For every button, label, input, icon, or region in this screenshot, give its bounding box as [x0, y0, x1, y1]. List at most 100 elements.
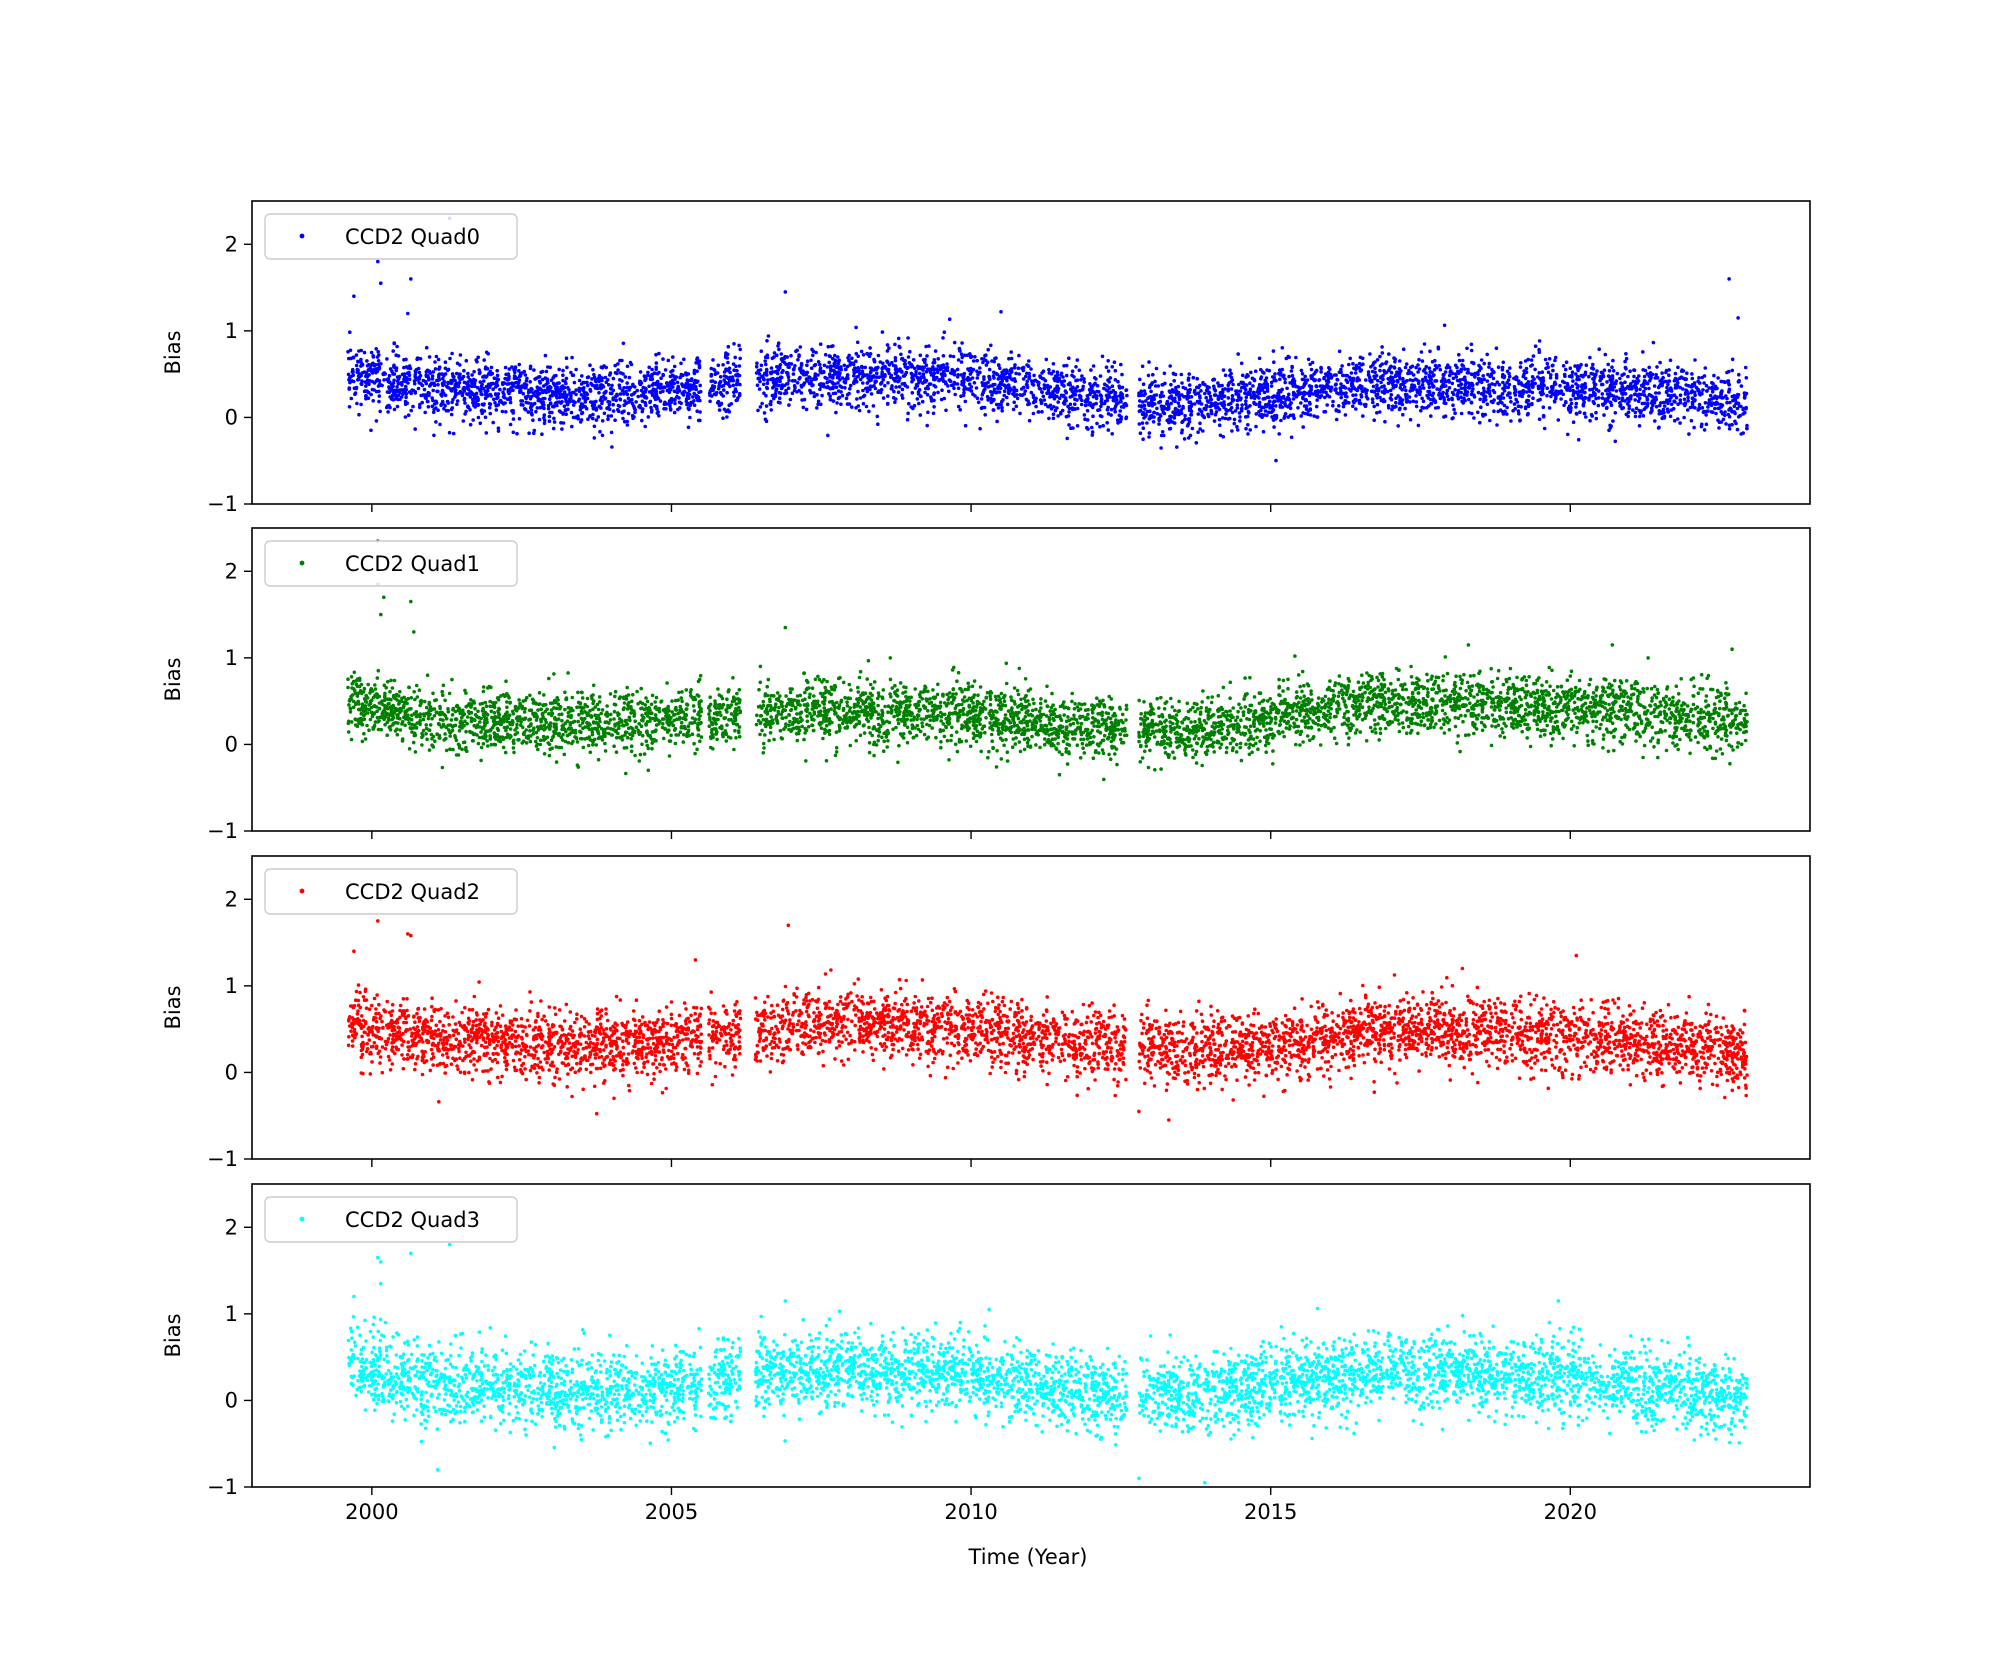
data-point: [978, 426, 982, 431]
data-point: [646, 373, 650, 378]
data-point: [1632, 374, 1636, 379]
data-point: [1257, 391, 1261, 395]
data-point: [1373, 376, 1377, 381]
data-point: [866, 352, 870, 357]
data-point: [621, 341, 626, 346]
data-point: [1587, 396, 1591, 400]
data-point: [1062, 364, 1066, 368]
data-point: [1141, 382, 1146, 387]
data-point: [1085, 408, 1090, 413]
data-point: [840, 376, 845, 380]
data-point: [1703, 366, 1708, 370]
data-point: [941, 336, 945, 340]
data-point: [716, 363, 721, 368]
data-point: [1354, 407, 1358, 411]
data-point: [1645, 372, 1650, 376]
data-point: [1729, 407, 1733, 412]
data-point: [1624, 352, 1628, 356]
data-point: [1702, 428, 1707, 432]
data-point: [1176, 384, 1181, 389]
data-point: [918, 353, 923, 358]
data-point: [591, 367, 595, 372]
data-point: [1073, 387, 1078, 391]
data-point: [890, 384, 894, 388]
data-point: [835, 401, 839, 405]
data-point: [597, 379, 601, 384]
data-point: [551, 381, 556, 386]
data-point: [498, 398, 503, 403]
data-point: [1414, 365, 1418, 370]
data-point: [631, 416, 635, 421]
data-point: [1492, 390, 1497, 395]
data-point: [1246, 432, 1250, 436]
data-point: [1399, 369, 1403, 373]
data-point: [1685, 371, 1689, 376]
data-point: [471, 418, 476, 422]
data-point: [609, 414, 614, 418]
data-point: [1179, 372, 1184, 377]
data-point: [734, 364, 738, 369]
data-point: [1159, 446, 1163, 450]
data-point: [1727, 423, 1732, 428]
data-point: [376, 359, 381, 363]
data-point: [1205, 385, 1210, 390]
data-point: [663, 385, 667, 390]
data-point: [980, 392, 985, 397]
data-point: [561, 378, 565, 383]
data-point: [492, 376, 497, 381]
data-point: [797, 354, 801, 359]
data-point: [1686, 395, 1690, 400]
data-point: [1420, 396, 1424, 401]
data-point: [1632, 392, 1637, 397]
data-point: [511, 417, 516, 421]
data-point: [989, 343, 993, 348]
data-point: [755, 361, 759, 366]
data-point: [484, 384, 489, 389]
data-point: [652, 388, 656, 393]
data-point: [625, 423, 630, 427]
data-point: [1451, 403, 1455, 408]
data-point: [1425, 393, 1429, 398]
data-point: [594, 407, 599, 412]
data-point: [916, 390, 921, 394]
data-point: [1494, 346, 1499, 351]
data-point: [765, 386, 770, 391]
data-point: [455, 391, 459, 396]
data-point: [1745, 423, 1749, 428]
data-point: [1681, 376, 1686, 381]
data-point: [1120, 385, 1125, 390]
data-point: [528, 364, 533, 369]
data-point: [657, 413, 661, 418]
data-point: [1526, 404, 1531, 409]
data-point: [1209, 411, 1214, 416]
data-point: [460, 393, 465, 398]
data-point: [805, 359, 810, 364]
data-point: [861, 388, 865, 393]
data-point: [678, 406, 682, 410]
data-point: [574, 388, 578, 392]
data-point: [582, 386, 586, 390]
data-point: [1160, 430, 1165, 434]
data-point: [1073, 402, 1077, 407]
data-point: [860, 375, 865, 379]
data-point: [434, 420, 438, 424]
data-point: [1409, 386, 1414, 390]
data-point: [1279, 388, 1283, 393]
data-point: [1487, 389, 1491, 394]
data-point: [1569, 397, 1573, 402]
data-point: [1420, 383, 1425, 387]
data-point: [392, 388, 397, 393]
data-point: [532, 428, 537, 433]
data-point: [1362, 402, 1367, 407]
data-point: [372, 364, 377, 368]
data-point: [1069, 426, 1073, 431]
data-point: [1158, 399, 1163, 404]
data-point: [424, 396, 429, 401]
data-point: [1451, 376, 1456, 381]
data-point: [1161, 410, 1165, 415]
data-point: [409, 408, 414, 413]
data-point: [819, 402, 823, 407]
data-point: [1152, 410, 1156, 415]
data-point: [1334, 408, 1339, 413]
data-point: [1200, 413, 1204, 417]
